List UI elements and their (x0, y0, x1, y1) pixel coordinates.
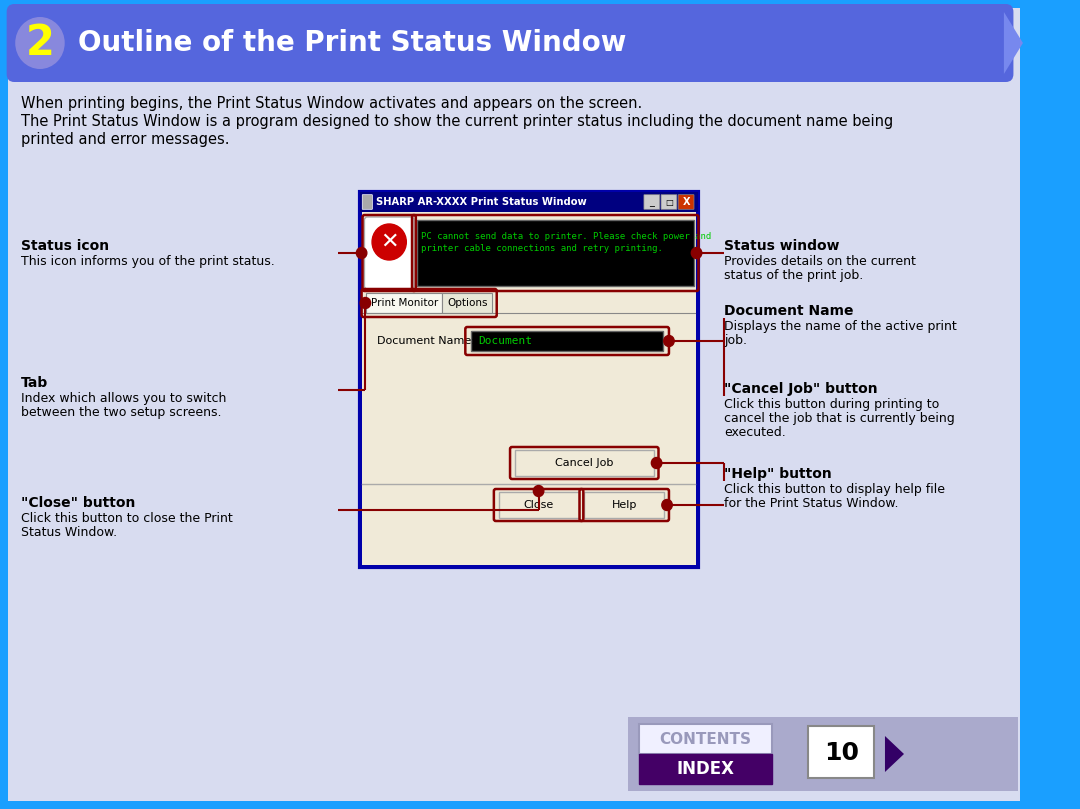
Text: Outline of the Print Status Window: Outline of the Print Status Window (78, 29, 626, 57)
FancyBboxPatch shape (638, 754, 772, 784)
Circle shape (356, 248, 367, 259)
Text: SHARP AR-XXXX Print Status Window: SHARP AR-XXXX Print Status Window (376, 197, 586, 207)
FancyBboxPatch shape (360, 192, 698, 567)
Polygon shape (782, 736, 801, 772)
Text: Status Window.: Status Window. (21, 526, 117, 539)
Text: for the Print Status Window.: for the Print Status Window. (725, 497, 899, 510)
Text: Provides details on the current: Provides details on the current (725, 255, 916, 268)
Text: Document Name:: Document Name: (377, 336, 475, 346)
Text: This icon informs you of the print status.: This icon informs you of the print statu… (21, 255, 274, 268)
Text: Cancel Job: Cancel Job (555, 458, 613, 468)
Text: "Close" button: "Close" button (21, 496, 135, 510)
Text: Displays the name of the active print: Displays the name of the active print (725, 320, 957, 333)
FancyBboxPatch shape (417, 220, 693, 286)
FancyBboxPatch shape (808, 726, 875, 778)
FancyBboxPatch shape (499, 492, 579, 518)
Text: between the two setup screens.: between the two setup screens. (21, 406, 221, 419)
Text: cancel the job that is currently being: cancel the job that is currently being (725, 412, 955, 425)
Text: Close: Close (524, 500, 554, 510)
FancyBboxPatch shape (443, 293, 492, 313)
Text: "Cancel Job" button: "Cancel Job" button (725, 382, 878, 396)
Circle shape (360, 298, 370, 308)
Text: Click this button to display help file: Click this button to display help file (725, 483, 945, 496)
Circle shape (373, 224, 406, 260)
Polygon shape (885, 736, 904, 772)
Text: Tab: Tab (21, 376, 49, 390)
FancyBboxPatch shape (364, 217, 414, 289)
FancyBboxPatch shape (362, 212, 696, 565)
FancyBboxPatch shape (8, 8, 1021, 801)
Text: CONTENTS: CONTENTS (659, 731, 751, 747)
FancyBboxPatch shape (362, 195, 373, 210)
FancyBboxPatch shape (471, 331, 663, 351)
Circle shape (691, 248, 702, 259)
FancyBboxPatch shape (515, 450, 653, 476)
Text: Index which allows you to switch: Index which allows you to switch (21, 392, 227, 405)
Text: executed.: executed. (725, 426, 786, 439)
FancyBboxPatch shape (6, 4, 1013, 82)
FancyBboxPatch shape (366, 293, 443, 313)
Text: 2: 2 (26, 22, 54, 64)
Text: Document Name: Document Name (725, 304, 853, 318)
Text: Click this button to close the Print: Click this button to close the Print (21, 512, 232, 525)
Circle shape (534, 485, 544, 497)
Text: PC cannot send data to printer. Please check power and: PC cannot send data to printer. Please c… (420, 232, 711, 241)
Circle shape (662, 499, 672, 510)
Text: "Help" button: "Help" button (725, 467, 832, 481)
Text: X: X (683, 197, 690, 207)
Text: □: □ (665, 197, 673, 206)
Text: printed and error messages.: printed and error messages. (21, 132, 229, 147)
FancyBboxPatch shape (678, 195, 694, 210)
FancyBboxPatch shape (638, 724, 772, 754)
Circle shape (664, 336, 674, 346)
Text: Help: Help (611, 500, 637, 510)
Text: _: _ (649, 197, 654, 207)
Text: The Print Status Window is a program designed to show the current printer status: The Print Status Window is a program des… (21, 114, 893, 129)
FancyBboxPatch shape (644, 195, 660, 210)
Text: Options: Options (447, 298, 487, 308)
Circle shape (651, 458, 662, 468)
Text: Click this button during printing to: Click this button during printing to (725, 398, 940, 411)
Text: job.: job. (725, 334, 747, 347)
Text: printer cable connections and retry printing.: printer cable connections and retry prin… (420, 244, 662, 253)
Ellipse shape (15, 17, 65, 69)
Text: status of the print job.: status of the print job. (725, 269, 863, 282)
FancyBboxPatch shape (360, 192, 698, 212)
Text: ✕: ✕ (380, 232, 399, 252)
FancyBboxPatch shape (629, 717, 1018, 791)
Text: Print Monitor: Print Monitor (370, 298, 438, 308)
Polygon shape (1004, 12, 1023, 74)
FancyBboxPatch shape (661, 195, 677, 210)
Text: Document: Document (478, 336, 532, 346)
FancyBboxPatch shape (584, 492, 664, 518)
Text: INDEX: INDEX (676, 760, 734, 778)
Text: Status window: Status window (725, 239, 839, 253)
Text: When printing begins, the Print Status Window activates and appears on the scree: When printing begins, the Print Status W… (21, 96, 643, 111)
Text: Status icon: Status icon (21, 239, 109, 253)
Text: 10: 10 (824, 741, 859, 765)
